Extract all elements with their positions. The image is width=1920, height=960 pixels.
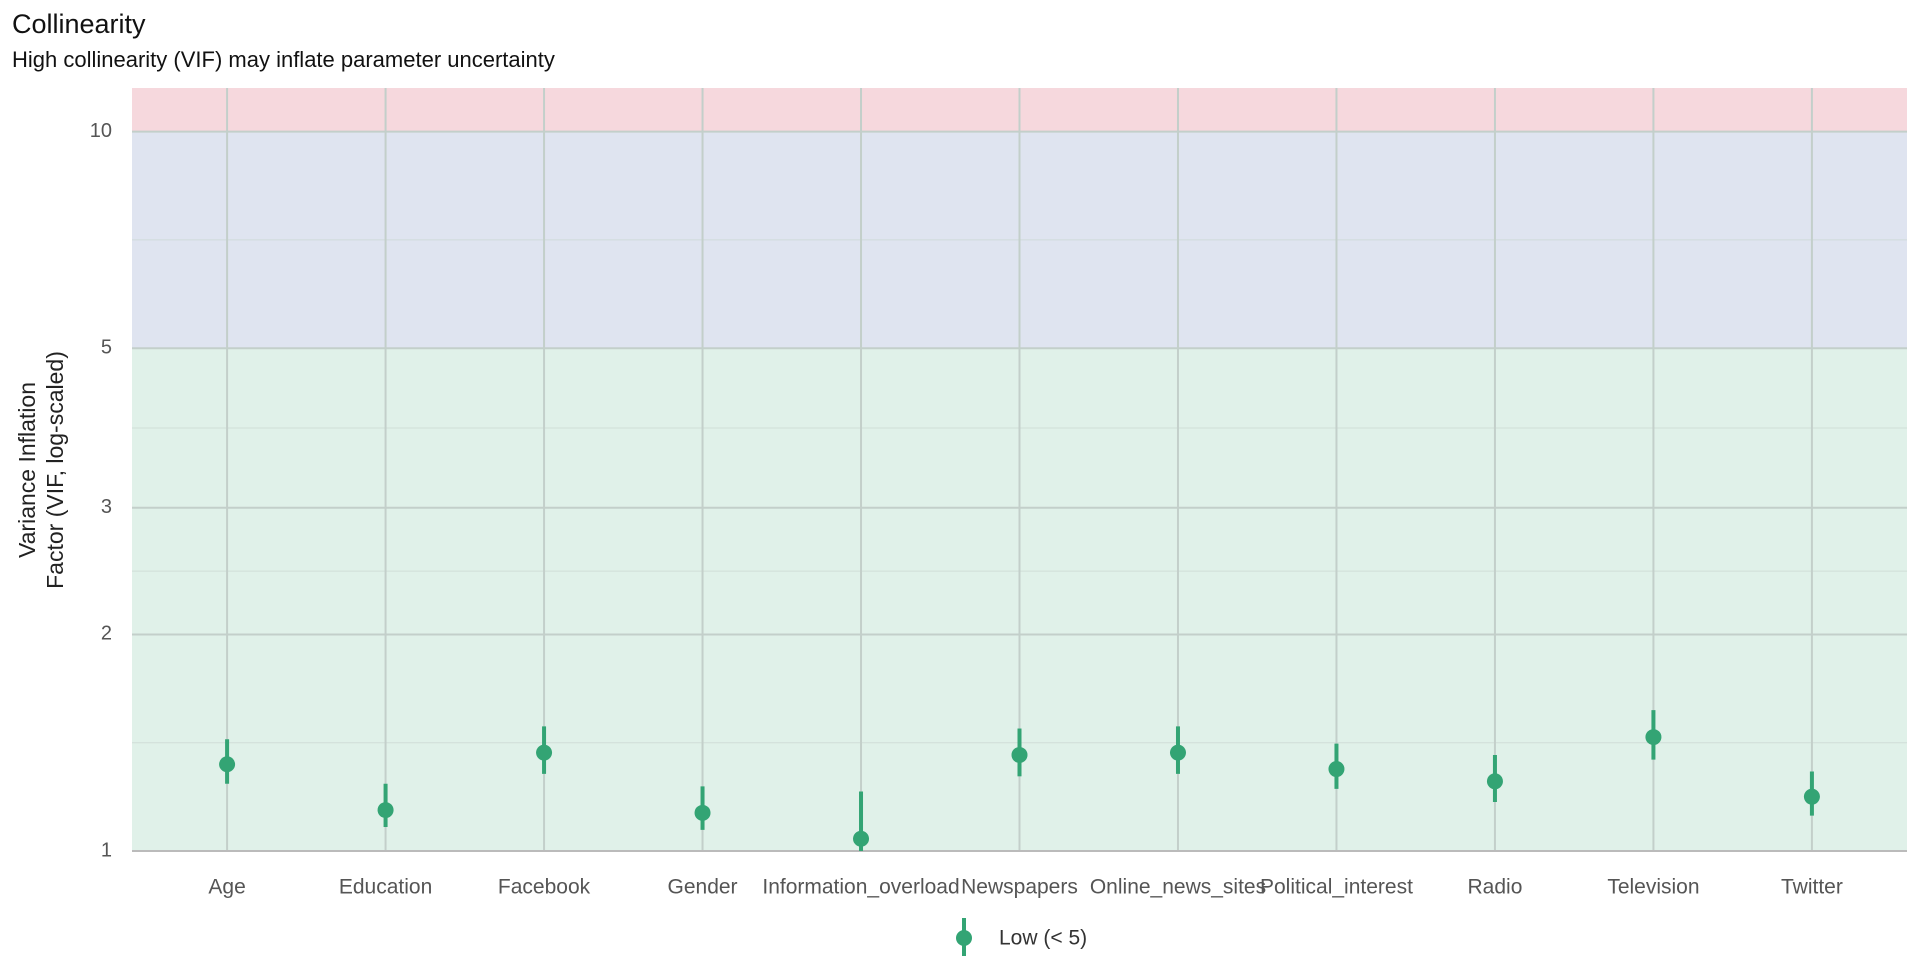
x-tick-label: Television [1607, 876, 1699, 899]
x-tick-label: Education [339, 876, 432, 899]
y-tick-label: 1 [101, 839, 112, 861]
x-tick-label: Facebook [498, 876, 591, 899]
point [1169, 744, 1186, 761]
point [1328, 761, 1345, 778]
point [1803, 788, 1820, 805]
y-axis-label: Variance Inflation Factor (VIF, log-scal… [14, 351, 68, 589]
x-tick-label: Newspapers [961, 876, 1078, 899]
point [1011, 746, 1028, 763]
y-axis-label-line: Factor (VIF, log-scaled) [42, 351, 68, 589]
point [536, 744, 553, 761]
x-tick-label: Gender [668, 876, 738, 899]
legend: Low (< 5) [956, 918, 1087, 956]
x-tick-label: Radio [1468, 876, 1523, 899]
x-tick-label: Online_news_sites [1090, 876, 1266, 899]
plot: 1 2 3 5 10 Age Education Facebook Gender Informat… [90, 88, 1907, 899]
point [694, 804, 711, 821]
y-tick-label: 2 [101, 623, 112, 645]
point [1486, 773, 1503, 790]
y-axis-label-line: Variance Inflation [14, 382, 40, 558]
chart-title: Collinearity [12, 9, 146, 39]
x-tick-label: Information_overload [762, 876, 959, 899]
point [219, 756, 236, 773]
legend-key-point [956, 930, 972, 946]
point [1645, 729, 1662, 746]
y-tick-label: 5 [101, 336, 112, 358]
y-tick-label: 10 [90, 120, 112, 142]
x-tick-label: Twitter [1781, 876, 1843, 899]
x-tick-label: Age [208, 876, 245, 899]
point [377, 802, 394, 819]
legend-label: Low (< 5) [999, 927, 1087, 950]
point [853, 830, 870, 847]
x-tick-label: Political_interest [1260, 876, 1413, 899]
chart-subtitle: High collinearity (VIF) may inflate para… [12, 47, 555, 72]
y-tick-label: 3 [101, 496, 112, 518]
